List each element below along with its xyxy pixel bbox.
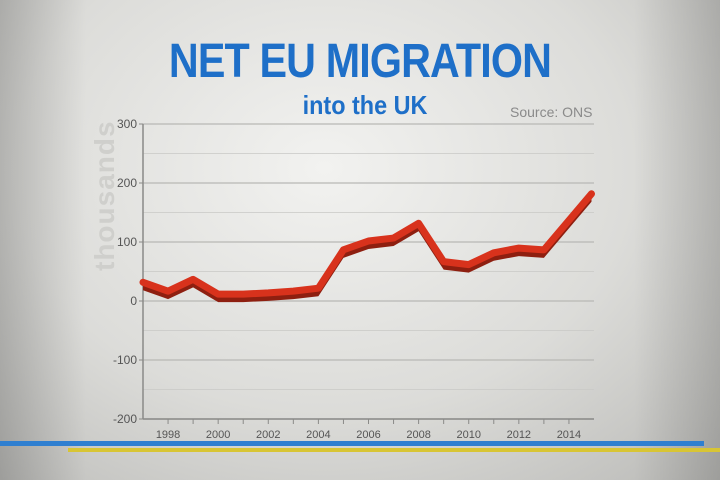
chart-subtitle: into the UK xyxy=(302,90,428,120)
data-point xyxy=(466,263,471,268)
data-point xyxy=(141,281,146,286)
blue-stripe xyxy=(0,441,704,446)
x-tick-label: 1998 xyxy=(156,429,180,441)
data-point xyxy=(191,278,196,283)
y-tick-label: -200 xyxy=(113,412,137,426)
x-tick-label: 2000 xyxy=(206,429,230,441)
y-tick-label: 100 xyxy=(117,235,137,249)
y-tick-label: -100 xyxy=(113,353,137,367)
x-tick-label: 2002 xyxy=(256,429,280,441)
y-tick-label: 0 xyxy=(130,294,137,308)
data-point xyxy=(589,192,594,197)
x-tick-label: 2012 xyxy=(507,429,531,441)
data-point xyxy=(316,287,321,292)
data-point xyxy=(541,248,546,253)
x-tick-label: 2010 xyxy=(456,429,480,441)
x-tick-label: 2006 xyxy=(356,429,380,441)
y-tick-label: 200 xyxy=(117,176,137,190)
data-point xyxy=(266,291,271,296)
data-point xyxy=(241,293,246,298)
data-point xyxy=(491,251,496,256)
data-point xyxy=(166,290,171,295)
source-label: Source: ONS xyxy=(510,104,593,120)
y-tick-label: 300 xyxy=(117,117,137,131)
data-point xyxy=(291,290,296,295)
data-point xyxy=(341,248,346,253)
series-line-shadow xyxy=(143,191,592,303)
data-point xyxy=(391,237,396,242)
series-line xyxy=(139,190,595,298)
chart-title: NET EU MIGRATION xyxy=(168,35,552,88)
yellow-stripe xyxy=(68,448,720,452)
data-point xyxy=(416,222,421,227)
data-point xyxy=(441,260,446,265)
x-tick-label: 2008 xyxy=(406,429,430,441)
x-tick-label: 2004 xyxy=(306,429,330,441)
data-point xyxy=(216,293,221,298)
data-point xyxy=(516,247,521,252)
x-tick-label: 2014 xyxy=(557,429,581,441)
data-point xyxy=(366,240,371,245)
